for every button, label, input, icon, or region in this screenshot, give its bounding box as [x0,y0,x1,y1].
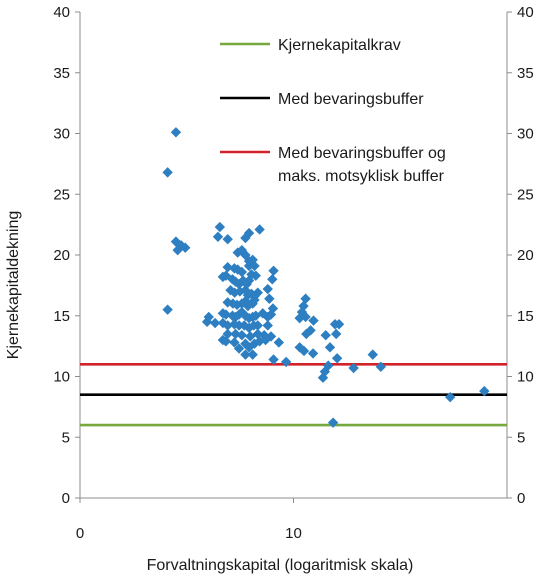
data-point [331,353,343,364]
data-point [222,234,233,245]
y-tick-label-left: 30 [53,126,70,143]
legend-label-1: Kjernekapitalkrav [278,37,401,54]
data-point [212,231,224,242]
data-point [348,362,359,374]
data-point [267,303,279,314]
data-point [264,293,275,304]
y-tick-label-left: 15 [53,308,70,325]
data-point [260,334,271,346]
x-tick-label: 10 [285,525,302,542]
data-point [300,293,311,304]
y-axis-title: Kjernekapitaldekning [5,211,22,360]
y-axis-left-ticks: 0 5 10 15 20 25 30 35 40 [53,4,80,507]
data-point [268,354,279,365]
y-tick-label-right: 25 [517,186,534,203]
data-point [172,244,183,256]
y-tick-label-left: 35 [53,65,70,82]
data-point [367,349,378,360]
data-point [273,337,285,348]
data-point [162,304,173,315]
data-point [254,224,265,235]
y-tick-label-left: 40 [53,4,70,21]
legend: Kjernekapitalkrav Med bevaringsbuffer Med … [214,18,498,218]
data-point [229,337,240,348]
data-point [236,329,248,341]
data-point [236,266,248,278]
y-tick-label-right: 0 [517,490,525,507]
data-point [234,286,246,297]
data-point [320,329,331,341]
data-point [201,316,213,328]
data-point [243,342,255,353]
data-point [327,417,339,428]
data-point [249,260,260,272]
y-tick-label-right: 15 [517,308,534,325]
data-point [247,349,258,360]
data-point [222,261,233,273]
data-point [444,391,456,403]
y-tick-label-left: 20 [53,247,70,264]
y-axis-right-ticks: 0 5 10 15 20 25 30 35 40 [507,4,534,507]
data-point [214,221,226,233]
y-tick-label-right: 30 [517,126,534,143]
data-point [262,320,273,331]
legend-background [214,18,498,218]
y-tick-label-left: 5 [62,429,70,446]
data-point [308,315,319,326]
data-point [232,247,243,258]
data-point [243,260,255,272]
x-axis-title: Forvaltningskapital (logaritmisk skala) [147,557,414,574]
reference-lines [80,363,507,427]
data-point [220,336,232,347]
legend-label-3: maks. motsyklisk buffer [278,168,445,185]
legend-label-3: Med bevaringsbuffer og [278,145,446,162]
data-point [307,348,319,359]
y-tick-label-left: 25 [53,186,70,203]
y-tick-label-right: 10 [517,369,534,386]
data-point [333,319,345,330]
data-point [249,294,260,306]
data-point [268,265,279,276]
x-axis-ticks: 0101 000 [76,498,302,542]
y-tick-label-right: 5 [517,429,525,446]
data-point [252,287,263,298]
data-point [240,349,251,360]
data-point [280,356,292,368]
data-point [231,299,243,311]
data-point [209,317,221,329]
data-point [222,320,233,331]
data-point [267,274,278,285]
data-point [375,361,387,372]
data-point [298,345,310,357]
data-point [240,232,251,244]
data-point [233,343,245,354]
data-point [220,309,232,320]
data-point [301,328,312,340]
data-point [479,385,490,397]
data-point [170,236,182,247]
data-point [262,283,273,295]
data-point [222,328,233,340]
y-tick-label-left: 0 [62,490,70,507]
data-point [319,366,331,377]
y-tick-label-left: 10 [53,369,70,386]
legend-label-2: Med bevaringsbuffer [278,91,424,108]
x-tick-label: 0 [76,525,84,542]
y-tick-label-right: 35 [517,65,534,82]
data-point [162,167,173,178]
y-tick-label-right: 40 [517,4,534,21]
data-point [170,127,182,138]
data-point [233,320,245,331]
data-point [232,264,243,275]
data-point [252,320,263,331]
data-point [252,328,263,340]
data-point [250,270,261,281]
data-point [324,342,336,353]
data-point [245,331,256,342]
data-point [330,328,342,340]
data-point [300,311,311,323]
y-tick-label-right: 20 [517,247,534,264]
